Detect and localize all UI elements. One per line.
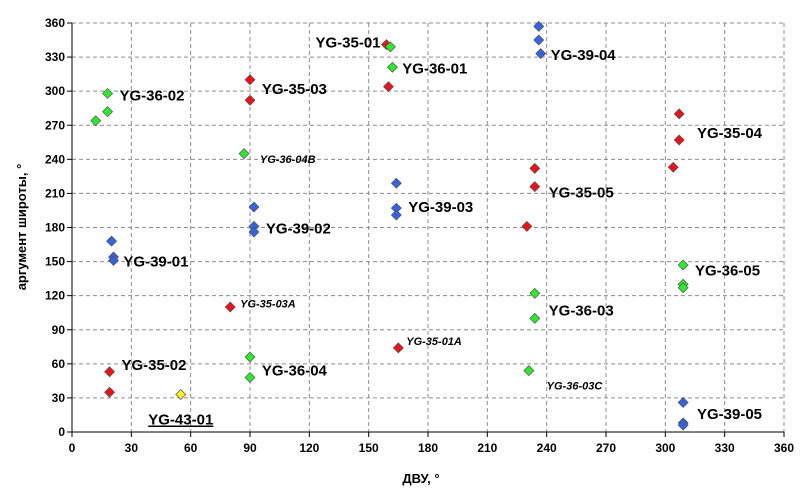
scatter-point-red	[244, 74, 256, 86]
point-label: YG-39-03	[408, 199, 473, 216]
scatter-point-blue	[108, 254, 120, 266]
scatter-point-red	[224, 301, 236, 313]
scatter-point-blue	[677, 419, 689, 431]
scatter-point-green	[529, 312, 541, 324]
y-tick-label: 180	[45, 221, 65, 235]
scatter-point-blue	[533, 20, 545, 32]
scatter-point-yellow	[175, 389, 187, 401]
y-tick-label: 210	[45, 186, 65, 200]
point-label: YG-35-04	[697, 125, 763, 142]
scatter-point-blue	[533, 34, 545, 46]
point-label: YG-39-01	[123, 254, 188, 271]
scatter-point-green	[244, 351, 256, 363]
scatter-point-green	[677, 282, 689, 294]
point-label: YG-35-01A	[406, 336, 462, 348]
y-tick-label: 0	[58, 425, 65, 439]
scatter-point-green	[384, 41, 396, 53]
point-label: YG-35-03	[262, 81, 327, 98]
point-label: YG-36-03C	[547, 380, 604, 392]
y-tick-label: 120	[45, 289, 65, 303]
point-label: YG-35-03A	[240, 298, 296, 310]
scatter-point-blue	[248, 226, 260, 238]
data-points	[90, 20, 689, 431]
scatter-point-red	[529, 162, 541, 174]
x-tick-label: 150	[359, 441, 379, 455]
scatter-point-green	[90, 115, 102, 127]
scatter-point-red	[392, 342, 404, 354]
y-tick-label: 270	[45, 118, 65, 132]
x-tick-label: 180	[418, 441, 438, 455]
x-tick-label: 90	[243, 441, 257, 455]
y-tick-label: 60	[52, 357, 66, 371]
point-label: YG-36-01	[402, 60, 467, 77]
point-label: YG-39-05	[697, 406, 762, 423]
scatter-point-blue	[535, 48, 547, 60]
scatter-point-blue	[390, 209, 402, 221]
scatter-point-green	[529, 287, 541, 299]
x-tick-label: 120	[299, 441, 319, 455]
y-tick-label: 240	[45, 152, 65, 166]
point-annotations: YG-35-01 YG-36-01 YG-39-04 YG-36-02 YG-35-03…	[119, 34, 762, 428]
point-label: YG-39-02	[266, 221, 331, 238]
scatter-point-red	[521, 220, 533, 232]
scatter-point-green	[523, 365, 535, 377]
scatter-point-blue	[248, 201, 260, 213]
point-label: YG-35-01	[315, 34, 380, 51]
point-label: YG-36-04B	[260, 154, 316, 166]
x-tick-label: 360	[774, 441, 794, 455]
scatter-point-blue	[677, 396, 689, 408]
scatter-point-green	[386, 61, 398, 73]
point-label: YG-36-03	[549, 302, 614, 319]
point-label: YG-39-04	[551, 47, 617, 64]
point-label: YG-36-04	[262, 363, 328, 380]
y-tick-label: 30	[52, 391, 66, 405]
x-tick-label: 330	[715, 441, 735, 455]
scatter-point-green	[677, 259, 689, 271]
y-axis-title: аргумент широты, °	[14, 164, 29, 291]
scatter-point-red	[382, 81, 394, 93]
scatter-point-red	[667, 161, 679, 173]
y-tick-label: 330	[45, 50, 65, 64]
x-axis-title: ДВУ, °	[402, 471, 439, 486]
scatter-point-green	[238, 148, 250, 160]
scatter-point-red	[104, 366, 116, 378]
scatter-point-green	[102, 106, 114, 118]
tick-labels: 0 30 60 90 120 150 180 210 240 270 300 330 360 0 30 60 9…	[45, 16, 794, 455]
scatter-point-green	[244, 371, 256, 383]
point-label: YG-43-01	[148, 412, 213, 429]
scatter-point-blue	[390, 177, 402, 189]
y-tick-label: 90	[52, 323, 66, 337]
x-tick-label: 210	[477, 441, 497, 455]
point-label: YG-35-05	[549, 184, 614, 201]
x-tick-label: 60	[184, 441, 198, 455]
point-label: YG-36-02	[119, 88, 184, 105]
point-label: YG-36-05	[695, 263, 760, 280]
x-tick-label: 0	[69, 441, 76, 455]
scatter-point-green	[102, 87, 114, 99]
axes	[67, 22, 785, 437]
y-tick-label: 360	[45, 16, 65, 30]
y-tick-label: 150	[45, 255, 65, 269]
x-tick-label: 240	[537, 441, 557, 455]
scatter-point-red	[673, 134, 685, 146]
x-tick-label: 300	[655, 441, 675, 455]
scatter-point-red	[104, 386, 116, 398]
y-tick-label: 300	[45, 84, 65, 98]
x-tick-label: 30	[125, 441, 139, 455]
scatter-point-red	[529, 181, 541, 193]
scatter-point-red	[673, 108, 685, 120]
x-tick-label: 270	[596, 441, 616, 455]
point-label: YG-35-02	[121, 357, 186, 374]
scatter-point-red	[244, 94, 256, 106]
scatter-point-blue	[106, 235, 118, 247]
